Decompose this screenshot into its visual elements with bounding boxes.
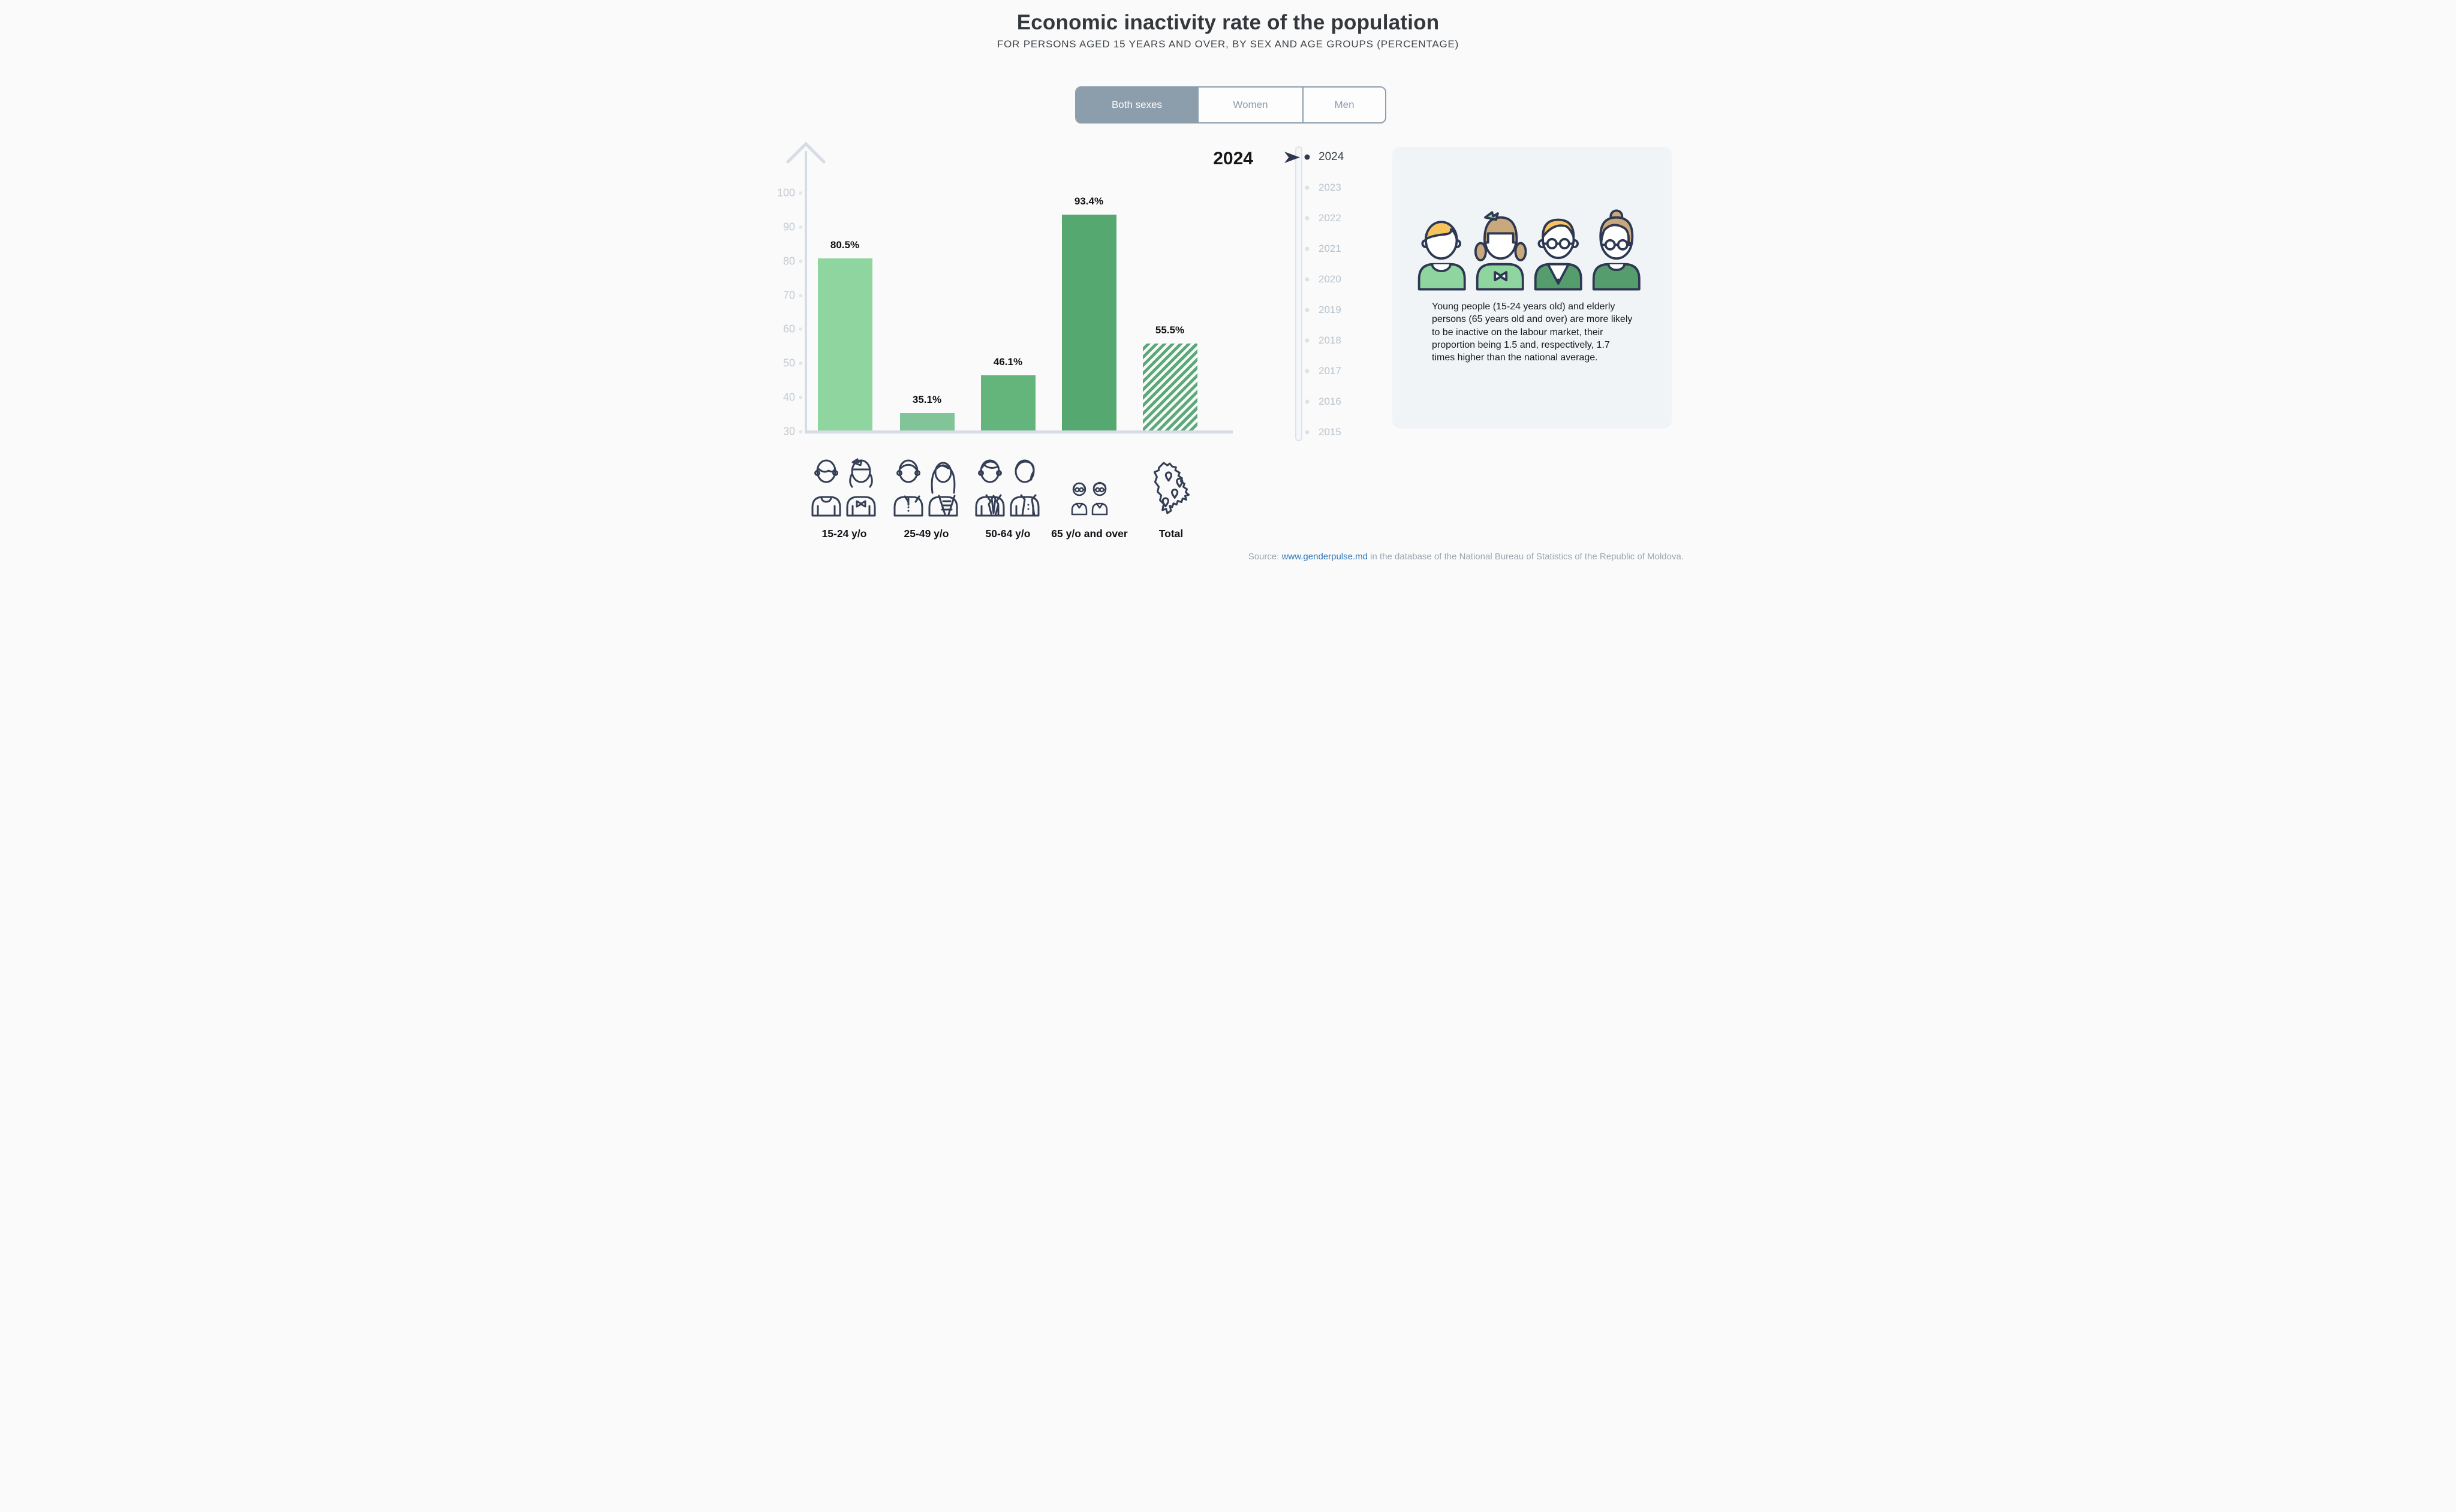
year-item-2017[interactable]: 2017: [1281, 356, 1395, 386]
sex-filter-tabs: Both sexes Women Men: [1075, 86, 1386, 124]
year-dot-icon: [1305, 308, 1310, 312]
source-link[interactable]: www.genderpulse.md: [1281, 552, 1368, 562]
source-prefix: Source:: [1248, 552, 1282, 562]
y-axis-arrow-icon: [786, 141, 826, 164]
tab-both-sexes[interactable]: Both sexes: [1076, 88, 1199, 122]
year-item-2019[interactable]: 2019: [1281, 294, 1395, 325]
year-dot-icon: [1305, 399, 1310, 403]
page-title: Economic inactivity rate of the populati…: [1016, 11, 1440, 34]
young-girl-figure: [1474, 211, 1527, 291]
bar-value-label: 80.5%: [830, 239, 860, 251]
year-dot-icon: [1305, 369, 1310, 373]
year-item-2022[interactable]: 2022: [1281, 203, 1395, 233]
bar-value-label: 93.4%: [1074, 195, 1104, 207]
year-dot-icon: [1304, 154, 1310, 159]
people-illustration-icon: [1417, 209, 1641, 291]
y-tick: 90: [768, 221, 802, 233]
bar-value-label: 55.5%: [1155, 324, 1185, 336]
category-label-15-24: 15-24 y/o: [821, 528, 867, 540]
y-tick: 60: [768, 323, 802, 336]
bar-15-24[interactable]: [818, 258, 872, 430]
category-label-total: Total: [1158, 528, 1184, 540]
year-item-2023[interactable]: 2023: [1281, 172, 1395, 203]
year-timeline: 2024 2023 2022 2021 2020 2019 2018 2017 …: [1281, 141, 1395, 453]
year-dot-icon: [1305, 246, 1310, 251]
young-boy-figure: [1417, 221, 1466, 291]
y-tick: 70: [768, 289, 802, 302]
tab-men[interactable]: Men: [1334, 99, 1355, 110]
bar-65-over[interactable]: [1062, 214, 1116, 430]
infographic-canvas: Economic inactivity rate of the populati…: [768, 0, 1688, 567]
year-item-2015[interactable]: 2015: [1281, 417, 1395, 447]
year-item-2024[interactable]: 2024: [1281, 141, 1395, 172]
insight-card: Young people (15-24 years old) and elder…: [1392, 147, 1672, 429]
elderly-couple-icon: [1071, 481, 1108, 516]
y-tick: 80: [768, 255, 802, 267]
selected-year-label: 2024: [1213, 149, 1253, 168]
bar-value-label: 35.1%: [912, 394, 942, 406]
tab-women[interactable]: Women: [1199, 88, 1304, 122]
year-dot-icon: [1305, 338, 1310, 342]
elderly-man-figure: [1534, 218, 1582, 291]
adult-couple-icon: [893, 459, 958, 517]
page-subtitle: FOR PERSONS AGED 15 YEARS AND OVER, BY S…: [997, 38, 1459, 50]
bar-value-label: 46.1%: [993, 356, 1023, 368]
year-item-2018[interactable]: 2018: [1281, 325, 1395, 356]
moldova-map-icon: [1153, 462, 1190, 514]
year-dot-icon: [1305, 216, 1310, 220]
insight-text: Young people (15-24 years old) and elder…: [1432, 302, 1633, 363]
year-dot-icon: [1305, 277, 1310, 281]
category-label-25-49: 25-49 y/o: [904, 528, 949, 540]
year-dot-icon: [1305, 185, 1310, 189]
category-label-65-over: 65 y/o and over: [1051, 528, 1128, 540]
y-tick: 50: [768, 357, 802, 370]
y-axis-line: [805, 151, 807, 430]
timeline-track[interactable]: [1295, 146, 1302, 441]
x-axis-line: [805, 430, 1233, 433]
y-tick: 40: [768, 391, 802, 404]
mature-couple-icon: [975, 459, 1040, 517]
year-item-2016[interactable]: 2016: [1281, 386, 1395, 417]
young-couple-icon: [811, 458, 876, 517]
year-dot-icon: [1305, 430, 1310, 434]
y-tick: 100: [768, 187, 802, 200]
source-line: Source: www.genderpulse.md in the databa…: [1248, 552, 1684, 562]
bar-25-49[interactable]: [900, 413, 955, 430]
year-item-2021[interactable]: 2021: [1281, 233, 1395, 264]
source-suffix: in the database of the National Bureau o…: [1368, 552, 1684, 562]
year-item-2020[interactable]: 2020: [1281, 264, 1395, 294]
bar-total-hatched[interactable]: [1143, 344, 1197, 430]
bar-50-64[interactable]: [981, 375, 1036, 430]
y-tick: 30: [768, 426, 802, 438]
elderly-woman-figure: [1592, 209, 1641, 291]
category-label-50-64: 50-64 y/o: [985, 528, 1031, 540]
